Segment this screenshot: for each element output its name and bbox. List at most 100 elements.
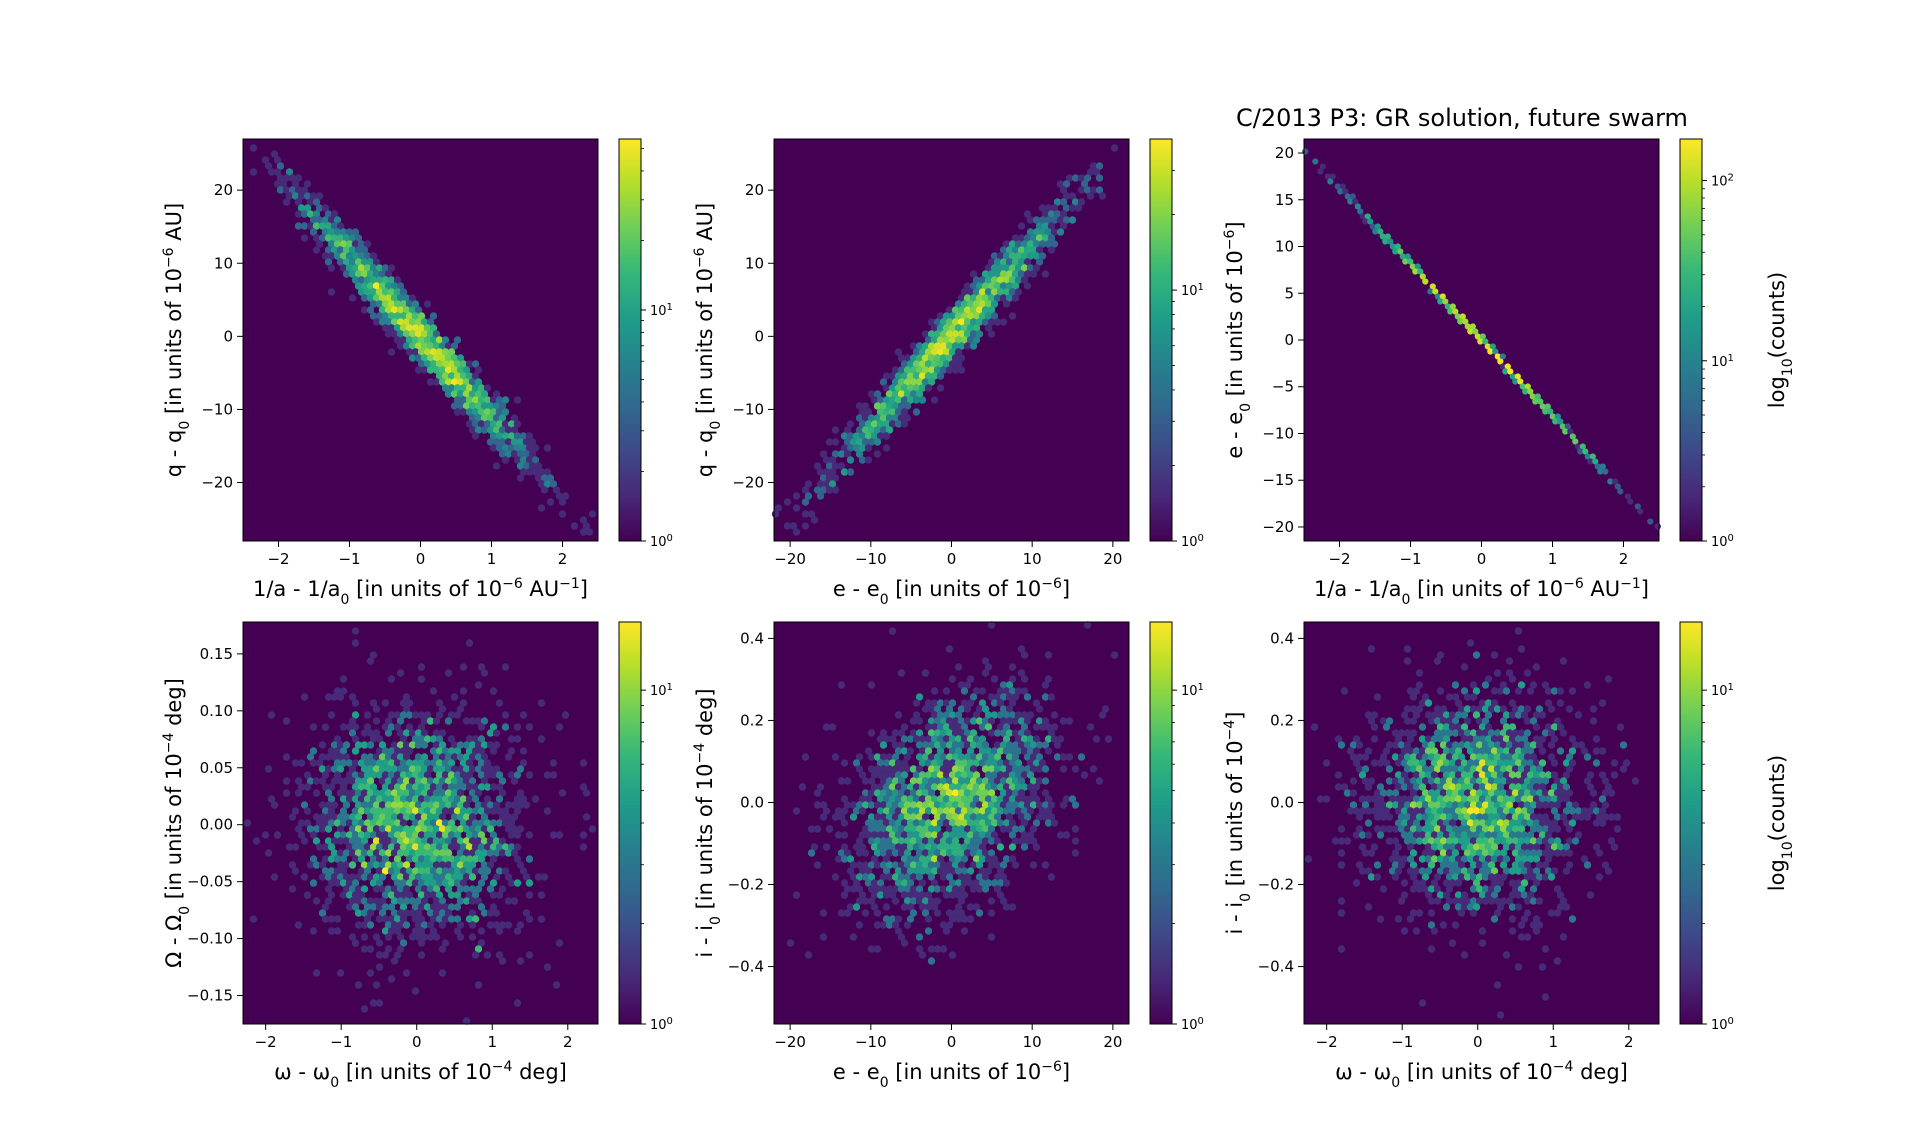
hexbin-cell <box>540 873 549 881</box>
hexbin-cell <box>342 873 351 881</box>
hexbin-cell <box>1475 753 1484 761</box>
hexbin-cell <box>843 801 852 809</box>
hexbin-cell <box>492 909 501 917</box>
hexbin-cell <box>840 879 849 887</box>
hexbin-cell <box>1427 885 1436 893</box>
hexbin-cell <box>414 825 423 833</box>
hexbin-cell <box>1337 945 1346 953</box>
hexbin-cell <box>1011 789 1020 797</box>
hexbin-cell <box>924 819 933 827</box>
hexbin-cell <box>1460 735 1469 743</box>
hexbin-cell <box>954 747 963 755</box>
hexbin-cell <box>1415 909 1424 917</box>
hexbin-cell <box>951 729 960 737</box>
hexbin-cell <box>297 759 306 767</box>
hexbin-cell <box>354 909 363 917</box>
hexbin-cell <box>969 789 978 797</box>
hexbin-cell <box>423 831 432 839</box>
hexbin-cell <box>909 837 918 845</box>
hexbin-cell <box>1454 855 1463 863</box>
hexbin-cell <box>462 1017 471 1025</box>
hexbin-cell <box>1041 777 1050 785</box>
hexbin-cell <box>375 831 384 839</box>
hexbin-cell <box>1391 873 1400 881</box>
hexbin-cell <box>318 861 327 869</box>
hexbin-cell <box>513 432 522 440</box>
hexbin-cell <box>1489 343 1496 350</box>
hexbin-cell <box>909 801 918 809</box>
hexbin-cell <box>1349 193 1356 200</box>
hexbin-cell <box>831 438 840 446</box>
hexbin-cell <box>1414 263 1421 270</box>
hexbin-cell <box>1517 933 1526 941</box>
hexbin-cell <box>987 258 996 266</box>
hexbin-cell <box>906 783 915 791</box>
hexbin-cell <box>543 480 552 488</box>
hexbin-cell <box>489 432 498 440</box>
hexbin-cell <box>375 903 384 911</box>
hexbin-cell <box>921 825 930 833</box>
hexbin-cell <box>933 765 942 773</box>
hexbin-cell <box>366 258 375 266</box>
hexbin-cell <box>414 921 423 929</box>
hexbin-cell <box>351 939 360 947</box>
hexbin-cell <box>342 837 351 845</box>
hexbin-cell <box>969 282 978 290</box>
hexbin-cell <box>348 234 357 242</box>
hexbin-cell <box>321 819 330 827</box>
hexbin-cell <box>372 294 381 302</box>
hexbin-cell <box>1481 801 1490 809</box>
hexbin-cell <box>1418 699 1427 707</box>
hexbin-cell <box>477 927 486 935</box>
hexbin-cell <box>900 360 909 368</box>
hexbin-cell <box>525 468 534 476</box>
hexbin-cell <box>474 837 483 845</box>
hexbin-cell <box>1041 234 1050 242</box>
hexbin-cell <box>924 336 933 344</box>
hexbin-cell <box>369 783 378 791</box>
hexbin-cell <box>1427 897 1436 905</box>
hexbin-cell <box>492 462 501 470</box>
hexbin-cell <box>462 873 471 881</box>
hexbin-cell <box>888 384 897 392</box>
hexbin-cell <box>1511 777 1520 785</box>
hexbin-cell <box>876 879 885 887</box>
hexbin-cell <box>447 879 456 887</box>
hexbin-cell <box>1436 783 1445 791</box>
hexbin-cell <box>927 861 936 869</box>
hexbin-cell <box>1532 735 1541 743</box>
hexbin-cell <box>381 819 390 827</box>
hexbin-cell <box>453 855 462 863</box>
hexbin-cell <box>897 801 906 809</box>
hexbin-cell <box>1460 795 1469 803</box>
hexbin-cell <box>1071 837 1080 845</box>
hexbin-cell <box>465 795 474 803</box>
hexbin-cell <box>954 915 963 923</box>
hexbin-cell <box>372 705 381 713</box>
hexbin-cell <box>951 765 960 773</box>
hexbin-cell <box>1514 843 1523 851</box>
hexbin-cell <box>450 837 459 845</box>
x-tick-label: 1 <box>1548 1033 1558 1051</box>
hexbin-cell <box>951 753 960 761</box>
hexbin-cell <box>279 180 288 188</box>
hexbin-cell <box>1508 867 1517 875</box>
hexbin-cell <box>366 825 375 833</box>
hexbin-cell <box>414 933 423 941</box>
hexbin-cell <box>1514 759 1523 767</box>
hexbin-cell <box>426 318 435 326</box>
hexbin-cell <box>882 867 891 875</box>
hexbin-cell <box>1496 879 1505 887</box>
hexbin-cell <box>333 228 342 236</box>
hexbin-cell <box>969 717 978 725</box>
hexbin-cell <box>831 450 840 458</box>
hexbin-cell <box>492 837 501 845</box>
hexbin-cell <box>1424 843 1433 851</box>
hexbin-cell <box>468 921 477 929</box>
hexbin-cell <box>1023 693 1032 701</box>
hexbin-cell <box>336 222 345 230</box>
hexbin-cell <box>945 873 954 881</box>
hexbin-cell <box>894 759 903 767</box>
hexbin-cell <box>390 765 399 773</box>
hexbin-cell <box>1584 453 1591 460</box>
